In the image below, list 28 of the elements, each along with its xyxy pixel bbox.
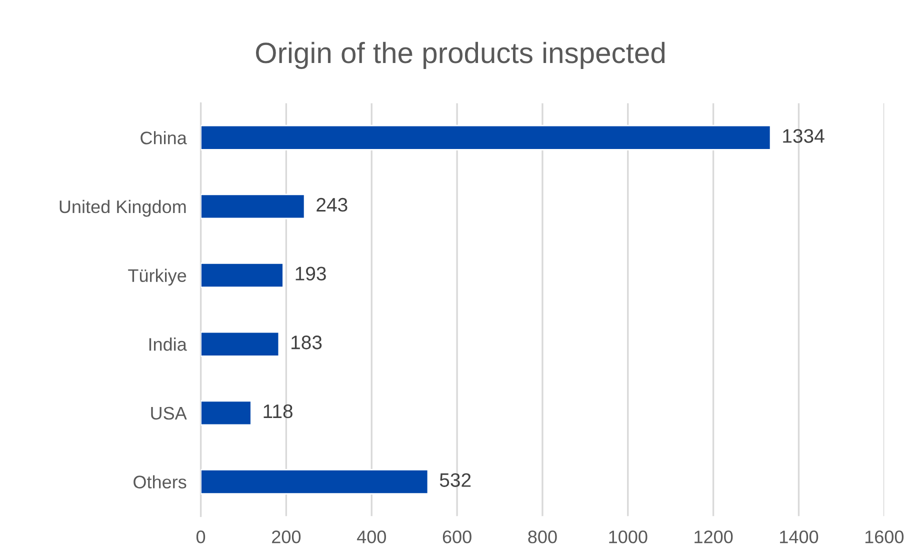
bar (200, 262, 284, 288)
y-tick-label: China (140, 131, 187, 144)
y-tick-label: United Kingdom (60, 200, 186, 217)
bar (200, 400, 252, 426)
y-tick-label: India (149, 338, 187, 351)
y-tick-label: Türkiye (128, 268, 186, 286)
x-tick-label: 1600 (865, 530, 904, 544)
data-label: 243 (316, 198, 348, 212)
bar (200, 469, 429, 494)
x-tick-label: 800 (528, 530, 557, 544)
x-tick-label: 1200 (694, 530, 733, 544)
data-label: 532 (440, 473, 471, 487)
data-label: 118 (264, 404, 292, 418)
x-tick-label: 1400 (780, 530, 818, 544)
chart-title: Origin of the products inspected (256, 42, 665, 70)
bar (200, 194, 306, 220)
bar (200, 331, 280, 357)
data-label: 193 (296, 266, 326, 280)
data-label: 1334 (783, 129, 824, 143)
x-tick-label: 400 (356, 530, 386, 544)
y-tick-label: USA (151, 406, 187, 420)
data-label: 183 (292, 336, 322, 350)
x-tick-label: 200 (272, 530, 301, 544)
y-tick-label: Others (134, 475, 186, 488)
x-tick-label: 600 (442, 530, 472, 544)
x-tick-label: 1000 (609, 530, 648, 544)
bar (200, 124, 772, 150)
x-tick-label: 0 (196, 530, 206, 544)
